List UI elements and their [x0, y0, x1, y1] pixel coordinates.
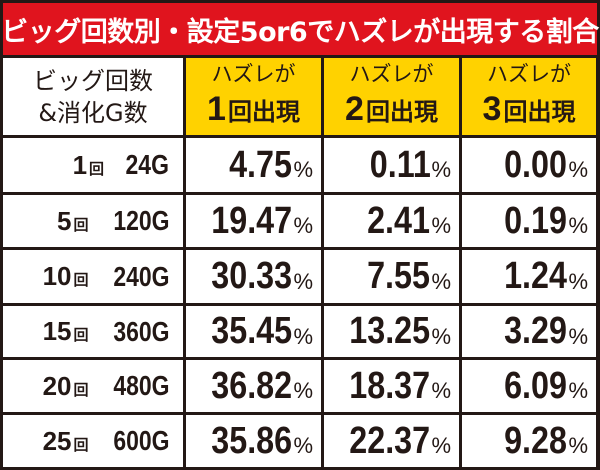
percentage-value: 9.28 — [504, 419, 568, 462]
big-count: 5 — [57, 205, 72, 236]
value-cell-col-2: 0.11% — [324, 138, 459, 192]
row-label: 20 回 480G — [3, 360, 183, 412]
percent-sign: % — [431, 157, 451, 182]
games-played: 120G — [112, 205, 169, 236]
percentage-value: 0.00 — [504, 143, 568, 186]
row-label: 5 回 120G — [3, 195, 183, 247]
percentage-value: 18.37 — [349, 364, 431, 407]
header-col-3-word: 回出現 — [503, 97, 576, 126]
big-count: 15 — [42, 316, 72, 346]
percentage-value: 4.75 — [229, 143, 293, 186]
row-label: 10 回 240G — [3, 250, 183, 303]
percentage-value: 0.11 — [369, 143, 431, 186]
percent-sign: % — [431, 378, 451, 403]
percent-sign: % — [431, 433, 451, 458]
value-cell-col-2: 2.41% — [324, 195, 459, 247]
percentage-value: 13.25 — [349, 310, 431, 352]
value-cell-col-1: 35.86% — [186, 415, 321, 467]
value-cell-col-1: 36.82% — [186, 360, 321, 412]
value-cell-col-1: 35.45% — [186, 306, 321, 357]
big-count: 25 — [42, 425, 72, 456]
percent-sign: % — [568, 378, 588, 403]
percent-sign: % — [431, 323, 451, 349]
percentage-value: 35.45 — [211, 310, 293, 352]
percentage-value: 30.33 — [211, 255, 293, 297]
percent-sign: % — [431, 213, 451, 238]
big-count-unit: 回 — [89, 159, 105, 178]
percent-sign: % — [568, 157, 588, 182]
row-label: 1 回 24G — [3, 138, 183, 192]
row-label: 15 回 360G — [3, 306, 183, 357]
percent-sign: % — [431, 268, 451, 294]
percentage-value: 0.19 — [504, 199, 568, 242]
table-title: ビッグ回数別・設定5or6でハズレが出現する割合 — [1, 3, 599, 55]
header-col-1-line2: 1回出現 — [207, 89, 300, 135]
percent-sign: % — [293, 268, 313, 294]
big-count: 20 — [42, 370, 72, 401]
percentage-value: 6.09 — [504, 364, 568, 407]
value-cell-col-1: 4.75% — [186, 138, 321, 192]
value-cell-col-3: 3.29% — [462, 306, 596, 357]
big-count-unit: 回 — [73, 271, 89, 289]
row-label: 25 回 600G — [3, 415, 183, 467]
value-cell-col-3: 0.19% — [462, 195, 596, 247]
value-cell-col-2: 7.55% — [324, 250, 459, 303]
header-col-2-word: 回出現 — [365, 97, 438, 126]
percentage-value: 1.24 — [504, 255, 568, 297]
value-cell-col-3: 6.09% — [462, 360, 596, 412]
header-col-2-number: 2 — [345, 89, 364, 128]
value-cell-col-2: 18.37% — [324, 360, 459, 412]
value-cell-col-1: 19.47% — [186, 195, 321, 247]
value-cell-col-3: 1.24% — [462, 250, 596, 303]
header-col-2-line2: 2回出現 — [345, 89, 438, 135]
header-row-label-line2: &消化G数 — [38, 98, 148, 127]
games-played: 360G — [112, 315, 169, 347]
big-count: 1 — [72, 149, 88, 180]
value-cell-col-2: 13.25% — [324, 306, 459, 357]
percentage-value: 35.86 — [211, 419, 293, 462]
big-count-unit: 回 — [73, 326, 89, 344]
header-row-label-line1: ビッグ回数 — [33, 66, 153, 95]
header-row-label: ビッグ回数 &消化G数 — [3, 58, 183, 135]
percentage-value: 22.37 — [349, 419, 431, 462]
percentage-value: 3.29 — [504, 310, 568, 352]
percent-sign: % — [568, 213, 588, 238]
games-played: 240G — [112, 260, 169, 292]
percent-sign: % — [568, 268, 588, 294]
big-count-unit: 回 — [73, 435, 89, 454]
header-col-2-line1: ハズレが — [349, 61, 434, 86]
big-count-unit: 回 — [73, 215, 89, 234]
percent-sign: % — [293, 323, 313, 349]
percent-sign: % — [293, 378, 313, 403]
games-played: 600G — [112, 425, 169, 456]
header-col-2: ハズレが 2回出現 — [324, 58, 459, 135]
big-count-unit: 回 — [73, 380, 89, 399]
value-cell-col-1: 30.33% — [186, 250, 321, 303]
percentage-value: 19.47 — [211, 199, 293, 242]
header-col-3-line1: ハズレが — [487, 61, 571, 86]
value-cell-col-3: 9.28% — [462, 415, 596, 467]
big-count: 10 — [42, 261, 72, 291]
percent-sign: % — [568, 323, 588, 349]
percentage-value: 36.82 — [211, 364, 293, 407]
percentage-value: 2.41 — [367, 199, 431, 242]
header-col-3: ハズレが 3回出現 — [462, 58, 596, 135]
percent-sign: % — [293, 157, 313, 182]
header-col-3-line2: 3回出現 — [483, 89, 576, 135]
percent-sign: % — [568, 433, 588, 458]
header-col-1-number: 1 — [207, 89, 226, 128]
header-col-1: ハズレが 1回出現 — [186, 58, 321, 135]
value-cell-col-3: 0.00% — [462, 138, 596, 192]
games-played: 480G — [112, 370, 169, 401]
value-cell-col-2: 22.37% — [324, 415, 459, 467]
percent-sign: % — [293, 433, 313, 458]
games-played: 24G — [125, 149, 169, 180]
header-col-3-number: 3 — [482, 89, 502, 128]
header-col-1-line1: ハズレが — [211, 61, 296, 86]
percent-sign: % — [293, 213, 313, 238]
header-col-1-word: 回出現 — [227, 97, 300, 126]
percentage-value: 7.55 — [367, 255, 431, 297]
